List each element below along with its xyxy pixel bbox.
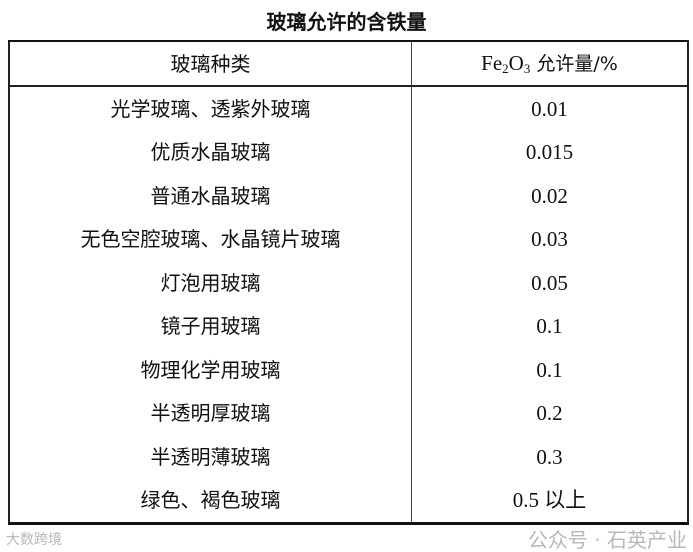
watermark-right: 公众号 · 石英产业 xyxy=(527,528,687,552)
fe2o3-value-cell: 0.1 xyxy=(536,314,563,339)
iron-content-table: 玻璃种类 Fe2O3 允许量/% 光学玻璃、透紫外玻璃 0.01 优质水晶玻璃 0.0… xyxy=(8,40,689,525)
table-row: 绿色、褐色玻璃 0.5 以上 xyxy=(9,478,688,524)
table-row: 物理化学用玻璃 0.1 xyxy=(9,348,688,392)
header-row: 玻璃种类 Fe2O3 允许量/% xyxy=(9,41,688,87)
fe2o3-value-cell: 0.1 xyxy=(536,357,563,382)
table-row: 普通水晶玻璃 0.02 xyxy=(9,174,688,218)
fe2o3-value-cell: 0.5 以上 xyxy=(512,488,587,513)
watermark-left: 大数跨境 xyxy=(6,532,62,548)
fe2o3-value-cell: 0.02 xyxy=(531,183,568,208)
table-title: 玻璃允许的含铁量 xyxy=(266,10,427,34)
table-row: 半透明厚玻璃 0.2 xyxy=(9,391,688,435)
fe2o3-value-cell: 0.3 xyxy=(536,444,563,469)
table-row: 灯泡用玻璃 0.05 xyxy=(9,261,688,305)
glass-type-cell: 无色空腔玻璃、水晶镜片玻璃 xyxy=(9,217,412,261)
formula-o: O xyxy=(508,51,524,75)
fe2o3-value-cell: 0.01 xyxy=(531,96,568,121)
formula-fe: Fe xyxy=(481,51,503,75)
glass-type-cell: 镜子用玻璃 xyxy=(9,304,412,348)
glass-type-cell: 优质水晶玻璃 xyxy=(9,130,412,174)
header-unit: 允许量/% xyxy=(530,53,618,75)
glass-type-cell: 半透明厚玻璃 xyxy=(9,391,412,435)
table-row: 无色空腔玻璃、水晶镜片玻璃 0.03 xyxy=(9,217,688,261)
formula-sub-3: 3 xyxy=(523,61,531,76)
table-row: 镜子用玻璃 0.1 xyxy=(9,304,688,348)
fe2o3-value-cell: 0.015 xyxy=(525,140,574,165)
header-glass-type: 玻璃种类 xyxy=(9,41,412,87)
glass-type-cell: 半透明薄玻璃 xyxy=(9,435,412,479)
glass-type-cell: 绿色、褐色玻璃 xyxy=(9,478,412,524)
fe2o3-value-cell: 0.03 xyxy=(531,227,568,252)
glass-type-cell: 物理化学用玻璃 xyxy=(9,348,412,392)
glass-type-cell: 普通水晶玻璃 xyxy=(9,174,412,218)
table-row: 半透明薄玻璃 0.3 xyxy=(9,435,688,479)
glass-type-cell: 光学玻璃、透紫外玻璃 xyxy=(9,86,412,131)
fe2o3-value-cell: 0.2 xyxy=(536,401,563,426)
glass-type-cell: 灯泡用玻璃 xyxy=(9,261,412,305)
fe2o3-value-cell: 0.05 xyxy=(531,270,568,295)
header-fe2o3-allowance: Fe2O3 允许量/% xyxy=(411,41,688,87)
table-row: 优质水晶玻璃 0.015 xyxy=(9,130,688,174)
formula-sub-2: 2 xyxy=(502,61,509,76)
table-row: 光学玻璃、透紫外玻璃 0.01 xyxy=(9,86,688,131)
